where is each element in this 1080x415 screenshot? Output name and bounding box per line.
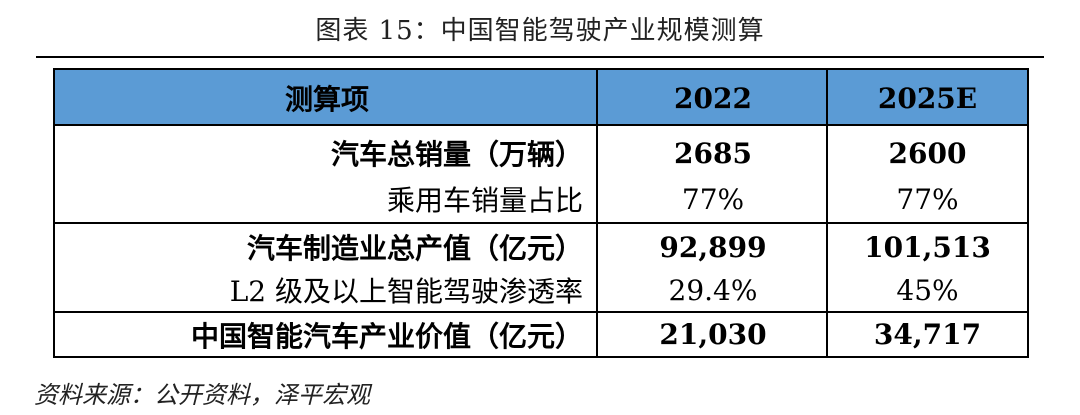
table-cell-2022: 92,899 bbox=[659, 230, 767, 264]
estimate-table: 测算项 2022 2025E 汽车总销量（万辆） 2685 2600 乘用车销量… bbox=[53, 68, 1029, 358]
table-row-label: 中国智能汽车产业价值（亿元） bbox=[190, 319, 583, 353]
table-cell-2022: 77% bbox=[681, 182, 745, 216]
table-row-label: L2 级及以上智能驾驶渗透率 bbox=[229, 275, 583, 308]
group-divider bbox=[55, 222, 1027, 224]
source-note: 资料来源：公开资料，泽平宏观 bbox=[34, 381, 370, 409]
table-row-label: 乘用车销量占比 bbox=[386, 184, 583, 217]
table-cell-2025e: 2600 bbox=[888, 136, 967, 170]
column-divider bbox=[826, 70, 828, 356]
column-divider bbox=[596, 70, 598, 356]
table-cell-2025e: 45% bbox=[896, 273, 959, 307]
table-cell-2025e: 77% bbox=[896, 182, 959, 216]
table-cell-2025e: 101,513 bbox=[864, 230, 991, 264]
header-2022: 2022 bbox=[674, 81, 752, 115]
group-divider bbox=[55, 311, 1027, 313]
table-title: 图表 15：中国智能驾驶产业规模测算 bbox=[315, 16, 765, 46]
table-cell-2022: 2685 bbox=[674, 136, 752, 170]
header-2025e: 2025E bbox=[877, 81, 978, 115]
table-row-label: 汽车制造业总产值（亿元） bbox=[246, 232, 583, 265]
table-cell-2022: 21,030 bbox=[659, 318, 767, 351]
header-item: 测算项 bbox=[285, 83, 370, 116]
table-header-row bbox=[55, 70, 1027, 126]
table-row-label: 汽车总销量（万辆） bbox=[330, 138, 583, 171]
table-cell-2025e: 34,717 bbox=[873, 318, 982, 351]
table-cell-2022: 29.4% bbox=[668, 273, 758, 307]
title-rule bbox=[36, 56, 1044, 58]
